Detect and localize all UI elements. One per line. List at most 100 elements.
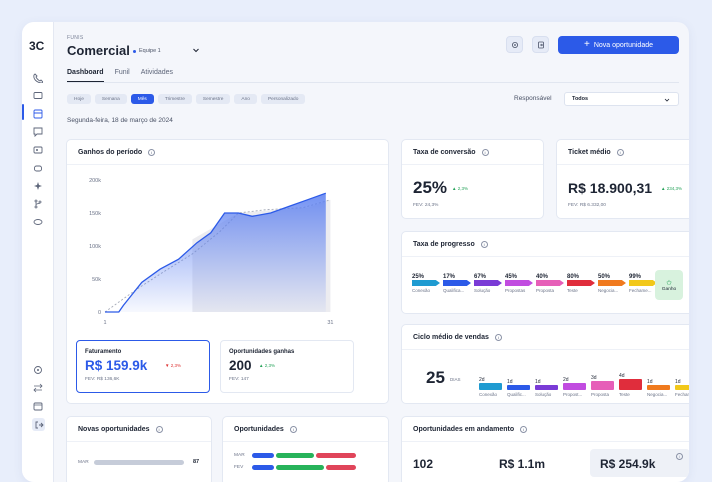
filter-hoje[interactable]: Hoje	[67, 94, 91, 104]
logout-icon[interactable]	[32, 418, 45, 431]
cycle-step-days: 2d	[563, 377, 569, 383]
main-content: FUNIS Comercial Equipe 1 + Nova oportunid…	[54, 22, 689, 482]
progress-step[interactable]: 40% Proposta	[536, 274, 564, 293]
new-opportunities-card: Novas oportunidades i MAR 87	[66, 416, 212, 482]
tab-atividades[interactable]: Atividades	[140, 69, 174, 76]
info-icon[interactable]: i	[289, 426, 297, 433]
cycle-unit: DIAS	[450, 377, 461, 382]
conversion-card: Taxa de conversão i 25% ▲ 2,3% FEV: 24,3%	[401, 139, 544, 219]
in-progress-title: Oportunidades em andamento	[413, 426, 515, 433]
cycle-step[interactable]: 1d Solução	[535, 379, 561, 397]
team-label: Equipe 1	[139, 48, 161, 54]
import-button[interactable]	[532, 36, 549, 53]
filter-trimestre[interactable]: Trimestre	[157, 94, 192, 104]
progress-step[interactable]: 45% Propostas	[505, 274, 533, 293]
contacts-icon[interactable]	[32, 144, 44, 156]
info-icon[interactable]: i	[480, 241, 488, 248]
chevron-down-icon[interactable]	[192, 46, 200, 54]
cycle-step[interactable]: 1d Qualific...	[507, 379, 533, 397]
tab-dashboard[interactable]: Dashboard	[67, 69, 104, 82]
new-opportunity-button[interactable]: + Nova oportunidade	[558, 36, 679, 54]
tab-funil[interactable]: Funil	[114, 69, 130, 76]
info-icon[interactable]: i	[616, 149, 624, 156]
responsible-value: Todos	[572, 96, 589, 102]
won-kpi[interactable]: Oportunidades ganhas 200 ▲ 2,3% FEV: 147	[220, 340, 354, 393]
progress-card: Taxa de progresso i 25% Conexão 17% Qualific…	[401, 231, 689, 314]
settings-button[interactable]	[506, 36, 523, 53]
bot-icon[interactable]	[32, 162, 44, 174]
tab-bar: Dashboard Funil Atividades	[67, 69, 174, 82]
info-icon[interactable]: i	[676, 453, 683, 460]
conversion-title: Taxa de conversão	[413, 149, 476, 156]
cycle-step[interactable]: 1d Fechame...	[675, 379, 689, 397]
card-divider	[402, 256, 689, 257]
message-icon[interactable]	[32, 126, 44, 138]
cycle-step-days: 1d	[647, 379, 653, 385]
phone-icon[interactable]	[32, 72, 44, 84]
cycle-step[interactable]: 2d Propost...	[563, 377, 589, 397]
cycle-step-days: 2d	[479, 377, 485, 383]
info-icon[interactable]: i	[520, 426, 528, 433]
cycle-step[interactable]: 4d Teste	[619, 373, 645, 397]
revenue-kpi[interactable]: Faturamento R$ 159.9k ▼ 2,3% FEV: R$ 136…	[76, 340, 210, 393]
import-icon	[537, 41, 544, 48]
filter-ano[interactable]: Ano	[234, 94, 257, 104]
progress-steps: 25% Conexão 17% Qualifica... 67% Solução 45% Pr…	[412, 274, 657, 304]
info-icon[interactable]: i	[481, 149, 489, 156]
opps-row-label: FEV	[234, 465, 244, 470]
sparkle-icon[interactable]	[32, 180, 44, 192]
responsible-select[interactable]: Todos	[564, 92, 679, 106]
opps-bar-fev	[252, 465, 356, 470]
chat-icon[interactable]	[32, 90, 44, 102]
filter-semestre[interactable]: Semestre	[195, 94, 231, 104]
revenue-label: Faturamento	[85, 349, 122, 355]
progress-step[interactable]: 67% Solução	[474, 274, 502, 293]
progress-step[interactable]: 17% Qualifica...	[443, 274, 471, 293]
opportunities-card: Oportunidades i MAR FEV	[222, 416, 389, 482]
revenue-delta: ▼ 2,3%	[165, 363, 181, 368]
progress-step[interactable]: 80% Teste	[567, 274, 595, 293]
cycle-step-bar	[507, 385, 530, 390]
cycle-step[interactable]: 1d Negocia...	[647, 379, 673, 397]
bar-segment	[276, 453, 314, 458]
bar-segment	[276, 465, 324, 470]
progress-step-pct: 99%	[629, 274, 642, 280]
responsible-label: Responsável	[514, 95, 552, 102]
progress-step[interactable]: 50% Negocia...	[598, 274, 626, 293]
cycle-step[interactable]: 2d Conexão	[479, 377, 505, 397]
cycle-card: Ciclo médio de vendas i 25 DIAS 2d Conexão…	[401, 324, 689, 404]
calendar-icon[interactable]	[32, 400, 44, 412]
in-progress-total: R$ 1.1m	[499, 457, 546, 471]
progress-step-label: Negocia...	[598, 288, 619, 293]
progress-step-arrow	[567, 280, 595, 286]
won-value: 200	[229, 358, 252, 373]
cycle-step[interactable]: 3d Proposta	[591, 375, 617, 397]
info-icon[interactable]: i	[148, 149, 156, 156]
won-stage-label: Ganho	[661, 286, 677, 292]
plus-icon: +	[584, 39, 590, 50]
filter-semana[interactable]: Semana	[94, 94, 127, 104]
cycle-step-days: 1d	[675, 379, 681, 385]
progress-step[interactable]: 99% Fechame...	[629, 274, 657, 293]
bar-segment	[252, 453, 274, 458]
settings-icon[interactable]	[32, 364, 44, 376]
in-progress-avg-box: R$ 254.9k i	[590, 449, 689, 477]
new-opportunity-label: Nova oportunidade	[593, 41, 653, 49]
won-label: Oportunidades ganhas	[229, 349, 295, 355]
filter-mes[interactable]: Mês	[130, 94, 154, 104]
tab-divider	[67, 82, 679, 83]
app-logo[interactable]: 3C	[29, 39, 45, 53]
conversion-value: 25%	[413, 178, 448, 197]
info-icon[interactable]: i	[494, 334, 502, 341]
progress-step[interactable]: 25% Conexão	[412, 274, 440, 293]
plugin-icon[interactable]	[32, 216, 44, 228]
swap-icon[interactable]	[32, 382, 44, 394]
opps-header: Oportunidades i	[234, 426, 297, 433]
filter-personalizado[interactable]: Personalizado	[260, 94, 306, 104]
team-selector[interactable]: Equipe 1	[133, 48, 161, 54]
info-icon[interactable]: i	[155, 426, 163, 433]
cycle-step-bar	[479, 383, 502, 390]
won-stage[interactable]: ✩ Ganho	[655, 270, 683, 300]
branch-icon[interactable]	[32, 198, 44, 210]
funnel-board-icon[interactable]	[32, 108, 44, 120]
